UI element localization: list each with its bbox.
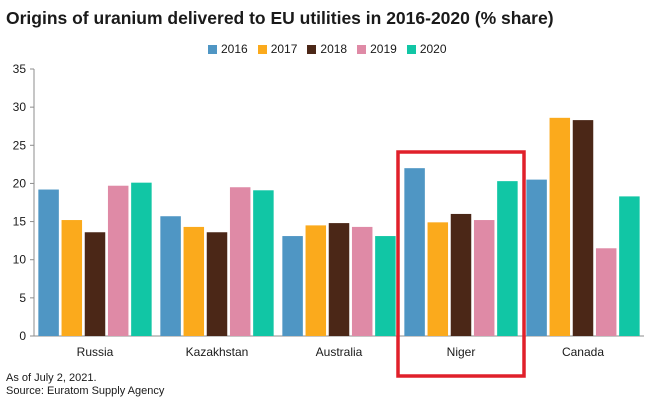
legend-item-2018: 2018 bbox=[307, 42, 347, 56]
bar-canada-2016 bbox=[526, 179, 547, 336]
bar-australia-2020 bbox=[375, 236, 396, 336]
bar-canada-2020 bbox=[619, 196, 640, 336]
bar-australia-2019 bbox=[351, 226, 373, 336]
x-tick-label: Canada bbox=[562, 345, 604, 359]
legend-item-2019: 2019 bbox=[357, 42, 397, 56]
legend-item-2020: 2020 bbox=[406, 42, 447, 56]
bar-kazakhstan-2019 bbox=[229, 187, 251, 336]
chart-title: Origins of uranium delivered to EU utili… bbox=[6, 8, 554, 28]
y-tick-label: 35 bbox=[13, 62, 27, 76]
legend-label: 2019 bbox=[370, 42, 397, 56]
source-note: Source: Euratom Supply Agency bbox=[6, 385, 165, 397]
bar-canada-2017 bbox=[549, 117, 571, 336]
bar-australia-2016 bbox=[282, 236, 303, 336]
y-tick-label: 25 bbox=[13, 138, 27, 152]
bar-russia-2020 bbox=[131, 182, 152, 336]
bar-canada-2018 bbox=[572, 120, 594, 337]
highlight-box bbox=[396, 150, 526, 378]
bar-russia-2018 bbox=[84, 232, 106, 336]
y-tick-label: 0 bbox=[19, 329, 26, 343]
legend-item-2016: 2016 bbox=[208, 42, 248, 56]
bar-russia-2019 bbox=[107, 185, 129, 336]
bar-russia-2017 bbox=[61, 220, 83, 336]
x-tick-label: Kazakhstan bbox=[186, 345, 249, 359]
bar-australia-2018 bbox=[328, 223, 350, 336]
legend-swatch bbox=[406, 44, 416, 54]
y-tick-label: 5 bbox=[19, 291, 26, 305]
y-tick-label: 20 bbox=[13, 176, 27, 190]
bar-niger-2018 bbox=[450, 213, 472, 336]
legend-label: 2016 bbox=[221, 42, 248, 56]
bar-kazakhstan-2018 bbox=[206, 232, 228, 336]
bar-kazakhstan-2016 bbox=[160, 216, 181, 336]
legend-label: 2018 bbox=[320, 42, 348, 56]
y-tick-label: 15 bbox=[13, 215, 27, 229]
x-tick-label: Australia bbox=[316, 345, 363, 359]
legend-label: 2017 bbox=[270, 42, 298, 56]
bar-russia-2016 bbox=[38, 189, 59, 336]
bar-kazakhstan-2017 bbox=[183, 226, 205, 336]
bar-niger-2020 bbox=[497, 181, 518, 336]
bar-niger-2019 bbox=[473, 220, 495, 336]
bar-australia-2017 bbox=[305, 225, 327, 336]
y-tick-label: 30 bbox=[13, 100, 27, 114]
legend-swatch bbox=[307, 44, 317, 54]
bar-canada-2019 bbox=[595, 248, 617, 336]
chart-notes: As of July 2, 2021. Source: Euratom Supp… bbox=[6, 372, 164, 398]
x-tick-label: Russia bbox=[77, 345, 114, 359]
x-tick-label: Niger bbox=[447, 345, 476, 359]
bar-niger-2016 bbox=[404, 168, 425, 336]
legend-swatch bbox=[257, 44, 267, 54]
legend-item-2017: 2017 bbox=[257, 42, 298, 56]
bar-niger-2017 bbox=[427, 222, 449, 336]
legend: 2016 2017 2018 2019 2020 bbox=[208, 42, 447, 56]
legend-swatch bbox=[357, 44, 367, 54]
legend-swatch bbox=[208, 44, 217, 54]
legend-label: 2020 bbox=[419, 42, 447, 56]
bar-kazakhstan-2020 bbox=[253, 190, 274, 336]
y-tick-label: 10 bbox=[13, 253, 27, 267]
as-of-note: As of July 2, 2021. bbox=[6, 372, 97, 384]
